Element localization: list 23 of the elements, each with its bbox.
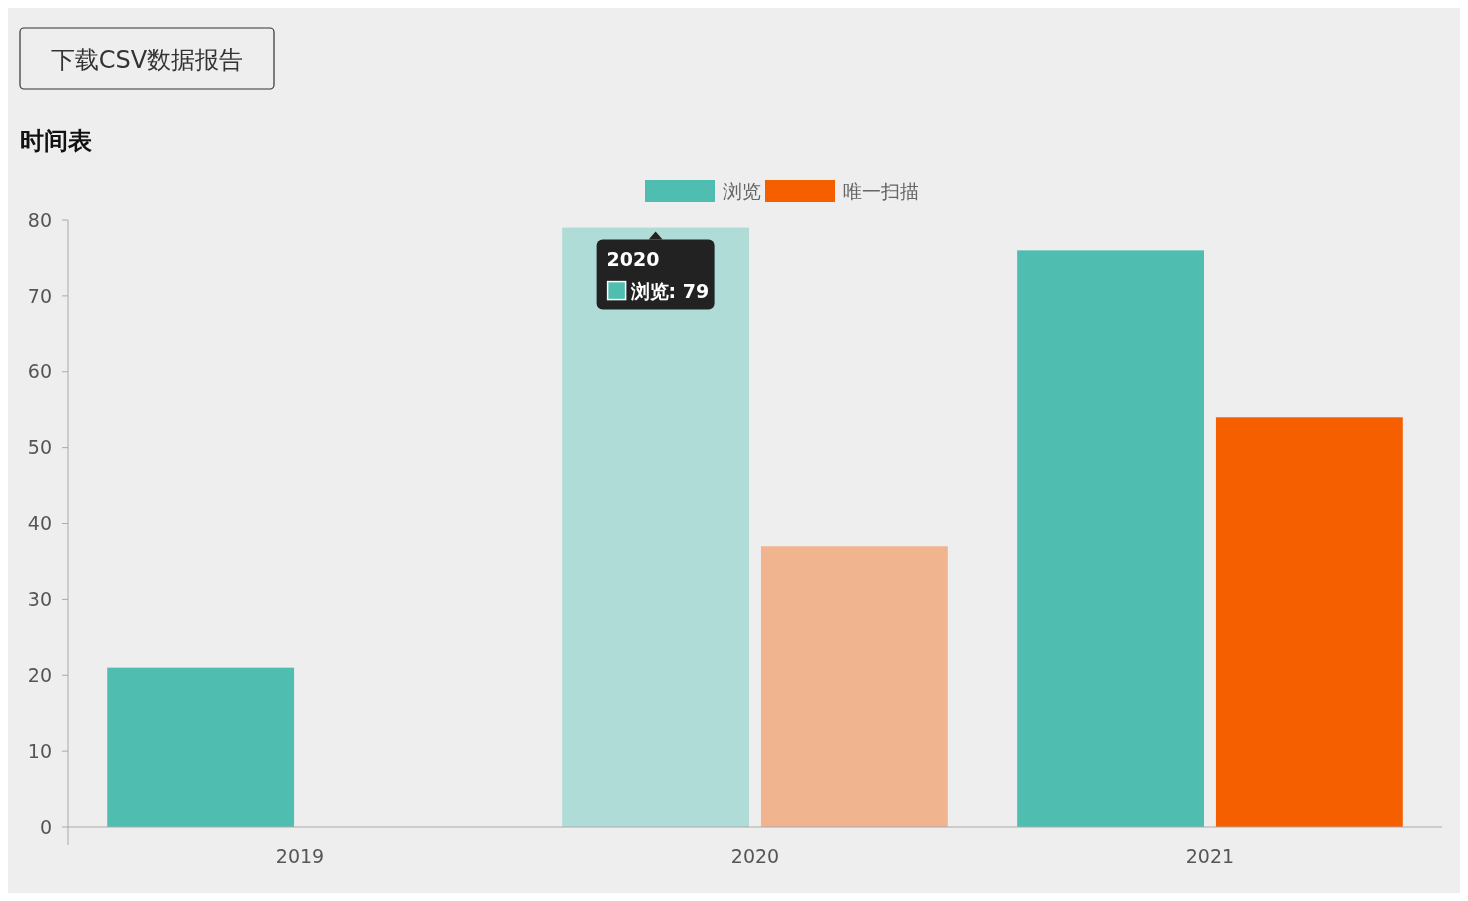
- y-tick-label: 80: [27, 208, 52, 231]
- y-tick-label: 50: [27, 436, 52, 459]
- bar: [1017, 250, 1205, 827]
- y-tick-label: 30: [27, 588, 52, 611]
- chart-title: 时间表: [20, 127, 92, 155]
- x-tick-label: 2019: [275, 845, 325, 867]
- y-tick-label: 10: [27, 739, 52, 762]
- bar: [760, 546, 948, 827]
- x-tick-label: 2020: [730, 845, 780, 867]
- y-tick-label: 40: [27, 512, 52, 535]
- annotation: 浏览: 79: [629, 279, 710, 302]
- y-tick-label: 0: [39, 815, 52, 838]
- bar: [562, 227, 750, 827]
- annotation: 2020: [606, 247, 660, 270]
- bar: [1215, 417, 1403, 827]
- x-tick-label: 2021: [1185, 845, 1235, 867]
- y-tick-label: 70: [27, 284, 52, 307]
- legend-label: 浏览: [723, 180, 761, 202]
- text: 下载CSV数据报告: [50, 46, 244, 74]
- legend-label: 唯一扫描: [843, 180, 919, 202]
- y-tick-label: 20: [27, 663, 52, 686]
- bar: [107, 667, 295, 827]
- y-tick-label: 60: [27, 360, 52, 383]
